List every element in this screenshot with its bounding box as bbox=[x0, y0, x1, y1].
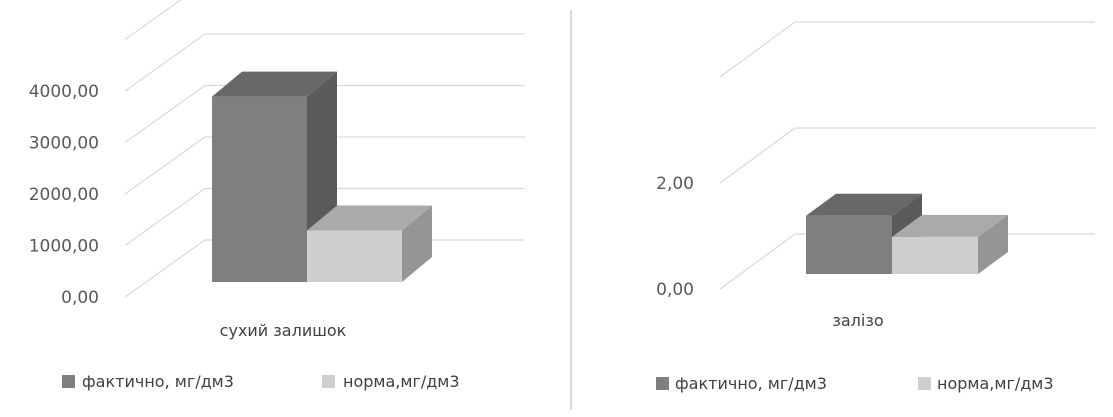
legend-swatch bbox=[322, 375, 335, 388]
gridline bbox=[124, 136, 525, 195]
bar bbox=[307, 230, 402, 282]
bar-top bbox=[806, 193, 922, 216]
gridline bbox=[124, 187, 525, 246]
gridline bbox=[124, 0, 182, 40]
gridline bbox=[719, 21, 1095, 78]
y-tick-label: 2,00 bbox=[656, 174, 694, 194]
chart-dry-residue: 0,00 1000,00 2000,00 3000,00 4000,00 сухий за… bbox=[29, 0, 525, 391]
legend-label: норма,мг/дм3 bbox=[343, 372, 460, 391]
gridline bbox=[124, 84, 525, 143]
legend-label: фактично, мг/дм3 bbox=[675, 374, 827, 393]
legend-swatch bbox=[656, 377, 669, 390]
legend-swatch bbox=[918, 377, 931, 390]
legend-label: норма,мг/дм3 bbox=[937, 374, 1054, 393]
chart-iron: 0,00 2,00 залізо фактично, мг/дм3 норма,мг/д… bbox=[656, 21, 1095, 393]
bar-side bbox=[402, 205, 432, 282]
gridline bbox=[124, 33, 525, 92]
y-tick-label: 2000,00 bbox=[29, 185, 99, 205]
y-tick-label: 0,00 bbox=[61, 288, 99, 308]
category-label: сухий залишок bbox=[220, 321, 347, 340]
y-tick-label: 0,00 bbox=[656, 280, 694, 300]
bar-side bbox=[978, 214, 1008, 274]
y-tick-label: 1000,00 bbox=[29, 237, 99, 257]
category-label: залізо bbox=[832, 311, 883, 330]
bar bbox=[212, 96, 307, 282]
bar-top bbox=[307, 205, 432, 231]
legend-label: фактично, мг/дм3 bbox=[82, 372, 234, 391]
bar bbox=[806, 215, 892, 274]
y-tick-label: 4000,00 bbox=[29, 82, 99, 102]
bar-top bbox=[212, 71, 337, 97]
bar bbox=[892, 236, 978, 274]
gridline bbox=[719, 127, 1095, 184]
bar-top bbox=[892, 214, 1008, 237]
y-tick-label: 3000,00 bbox=[29, 134, 99, 154]
legend-swatch bbox=[62, 375, 75, 388]
